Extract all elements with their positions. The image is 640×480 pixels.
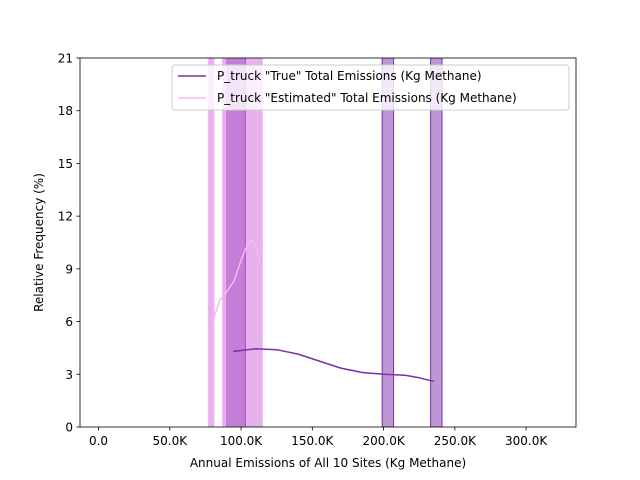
legend-true-label: P_truck "True" Total Emissions (Kg Metha… [217,69,482,83]
bar-estimated-3 [224,58,263,427]
x-tick-label: 0.0 [89,434,108,448]
x-tick-label: 150.0K [291,434,334,448]
y-tick-label: 3 [65,368,73,382]
x-tick-label: 50.0K [152,434,188,448]
y-tick-label: 21 [58,52,73,66]
kde-line-estimated [211,239,261,323]
x-tick-label: 250.0K [434,434,477,448]
y-tick-label: 6 [65,315,73,329]
legend-frame [171,64,570,111]
bars-layer [207,58,443,427]
y-axis: 0 3 6 9 12 15 18 21 [58,52,80,435]
y-tick-label: 12 [58,210,73,224]
x-tick-label: 300.0K [505,434,548,448]
kde-layer [211,239,435,383]
x-axis: 0.0 50.0K 100.0K 150.0K 200.0K 250.0K 300.0K [89,427,548,448]
y-tick-label: 9 [65,262,73,276]
x-axis-label: Annual Emissions of All 10 Sites (Kg Met… [190,456,466,470]
y-axis-label: Relative Frequency (%) [32,173,46,312]
y-tick-label: 15 [58,157,73,171]
legend-estimated-label: P_truck "Estimated" Total Emissions (Kg … [217,91,517,105]
plot-frame [79,57,577,428]
x-tick-label: 200.0K [362,434,405,448]
kde-line-true [233,348,435,383]
x-tick-label: 100.0K [220,434,263,448]
y-tick-label: 0 [65,421,73,435]
legend: P_truck "True" Total Emissions (Kg Metha… [171,64,570,111]
y-tick-label: 18 [58,104,73,118]
